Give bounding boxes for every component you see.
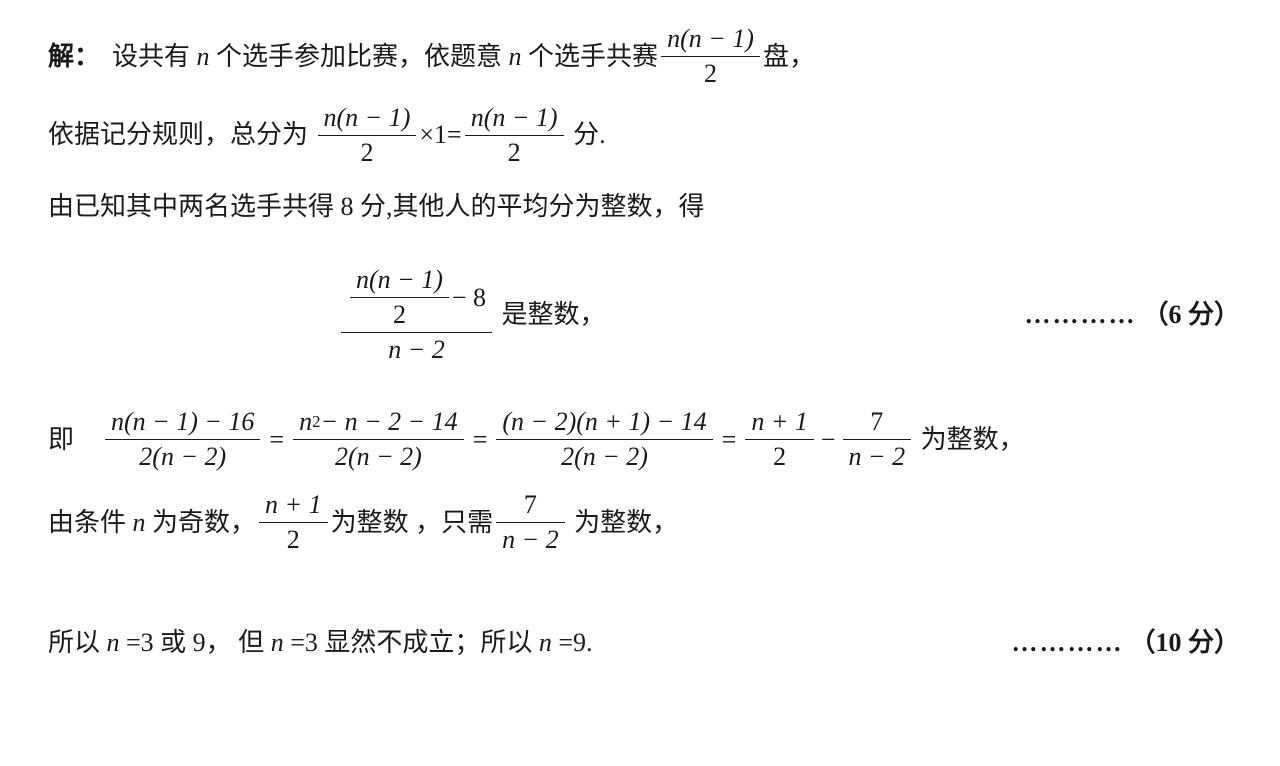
l6-f1n: n + 1 xyxy=(259,490,328,520)
l3-t1: 由已知其中两名选手共得 8 分,其他人的平均分为整数，得 xyxy=(48,182,705,231)
l5-minus: − xyxy=(821,415,836,464)
l4-outer-den: n − 2 xyxy=(382,335,451,365)
l1-t2: 个选手参加比赛，依题意 xyxy=(210,32,509,81)
l5-f2: n2 − n − 2 − 14 2(n − 2) xyxy=(293,407,464,472)
l5-f1d: 2(n − 2) xyxy=(133,442,232,472)
frac-bar xyxy=(661,56,760,57)
dots-2: ………… xyxy=(1011,628,1129,657)
l6-t1: 由条件 xyxy=(48,498,133,547)
l2-t1: 依据记分规则，总分为 xyxy=(48,110,315,159)
l2-times: ×1= xyxy=(419,110,461,159)
eq1: = xyxy=(269,415,284,464)
l1-frac-den: 2 xyxy=(698,59,723,89)
l1-t3: 个选手共赛 xyxy=(522,32,659,81)
l6-f1: n + 1 2 xyxy=(259,490,328,555)
l5-f2d: 2(n − 2) xyxy=(329,442,428,472)
l5-f5n: 7 xyxy=(864,407,889,437)
l1-t4: 盘， xyxy=(763,32,815,81)
line-6: 由条件 n 为奇数， n + 1 2 为整数 ，只需 7 n − 2 为整数， xyxy=(48,490,1240,555)
l5-f1: n(n − 1) − 16 2(n − 2) xyxy=(105,407,260,472)
l4-inner-num: n(n − 1) xyxy=(350,265,449,295)
l7-eq2: =3 显然不成立；所以 xyxy=(284,618,539,667)
l2-t2: 分. xyxy=(567,110,606,159)
l2-f1d: 2 xyxy=(354,138,379,168)
l5-f3d: 2(n − 2) xyxy=(555,442,654,472)
l7-score: …………（10 分） xyxy=(972,569,1240,717)
l5-f4d: 2 xyxy=(767,442,792,472)
l7-t1: 所以 xyxy=(48,618,107,667)
l6-f2n: 7 xyxy=(518,490,543,520)
eq2: = xyxy=(473,415,488,464)
l5-f2nb: − n − 2 − 14 xyxy=(321,407,458,437)
l6-t4: 为整数， xyxy=(568,498,679,547)
l6-f2d: n − 2 xyxy=(496,525,565,555)
score10: （10 分） xyxy=(1129,628,1240,657)
l2-f1: n(n − 1) 2 xyxy=(318,103,417,168)
l5-f5: 7 n − 2 xyxy=(843,407,912,472)
l5-f5d: n − 2 xyxy=(843,442,912,472)
l6-t3: 为整数 ，只需 xyxy=(331,498,494,547)
l1-frac-num: n(n − 1) xyxy=(661,24,760,54)
l4-score: …………（6 分） xyxy=(985,241,1240,389)
l6-f2: 7 n − 2 xyxy=(496,490,565,555)
eq3: = xyxy=(722,415,737,464)
l5-tail: 为整数， xyxy=(914,415,1025,464)
l7-n2: n xyxy=(271,618,284,667)
l1-n2: n xyxy=(509,32,522,81)
line-5: 即 n(n − 1) − 16 2(n − 2) = n2 − n − 2 − … xyxy=(48,407,1240,472)
line-1: 解： 设共有 n 个选手参加比赛，依题意 n 个选手共赛 n(n − 1) 2 … xyxy=(48,24,1240,89)
l5-f2n: n2 − n − 2 − 14 xyxy=(293,407,464,437)
line-7: 所以 n =3 或 9， 但 n =3 显然不成立；所以 n =9. …………（… xyxy=(48,569,1240,717)
l4-outer-frac: n(n − 1) 2 − 8 n − 2 xyxy=(341,265,492,365)
l6-n: n xyxy=(133,498,146,547)
line-3: 由已知其中两名选手共得 8 分,其他人的平均分为整数，得 xyxy=(48,182,1240,231)
score6: （6 分） xyxy=(1142,300,1240,329)
l6-t2: 为奇数， xyxy=(146,498,257,547)
l4-minus8: − 8 xyxy=(452,283,486,313)
dots-1: ………… xyxy=(1024,300,1142,329)
l7-eq3: =9. xyxy=(552,618,593,667)
l4-outer-num: n(n − 1) 2 − 8 xyxy=(341,265,492,330)
l5-f3: (n − 2)(n + 1) − 14 2(n − 2) xyxy=(496,407,712,472)
l4-math: n(n − 1) 2 − 8 n − 2 是整数， xyxy=(338,265,606,365)
l5-f2nsup: 2 xyxy=(312,412,320,431)
l4-inner-den: 2 xyxy=(387,300,412,330)
l2-f2: n(n − 1) 2 xyxy=(465,103,564,168)
l1-t1: 设共有 xyxy=(112,32,197,81)
l7-n3: n xyxy=(539,618,552,667)
l5-f3n: (n − 2)(n + 1) − 14 xyxy=(496,407,712,437)
solution-page: 解： 设共有 n 个选手参加比赛，依题意 n 个选手共赛 n(n − 1) 2 … xyxy=(0,0,1280,749)
line-2: 依据记分规则，总分为 n(n − 1) 2 ×1= n(n − 1) 2 分. xyxy=(48,103,1240,168)
l2-f2d: 2 xyxy=(502,138,527,168)
line-4: n(n − 1) 2 − 8 n − 2 是整数， …………（6 分） xyxy=(48,241,1240,389)
l7-n1: n xyxy=(107,618,120,667)
l2-f2n: n(n − 1) xyxy=(465,103,564,133)
l5-f4n: n + 1 xyxy=(745,407,814,437)
l1-frac: n(n − 1) 2 xyxy=(661,24,760,89)
label-jie: 解： xyxy=(48,32,100,81)
l2-f1n: n(n − 1) xyxy=(318,103,417,133)
l4-tail: 是整数， xyxy=(495,290,606,339)
l7-eq1: =3 或 9， 但 xyxy=(120,618,271,667)
l5-f4: n + 1 2 xyxy=(745,407,814,472)
l6-f1d: 2 xyxy=(281,525,306,555)
l4-inner-frac: n(n − 1) 2 xyxy=(350,265,449,330)
l5-f2na: n xyxy=(299,407,312,437)
l5-lead: 即 xyxy=(48,415,74,464)
l5-f1n: n(n − 1) − 16 xyxy=(105,407,260,437)
l1-n1: n xyxy=(197,32,210,81)
